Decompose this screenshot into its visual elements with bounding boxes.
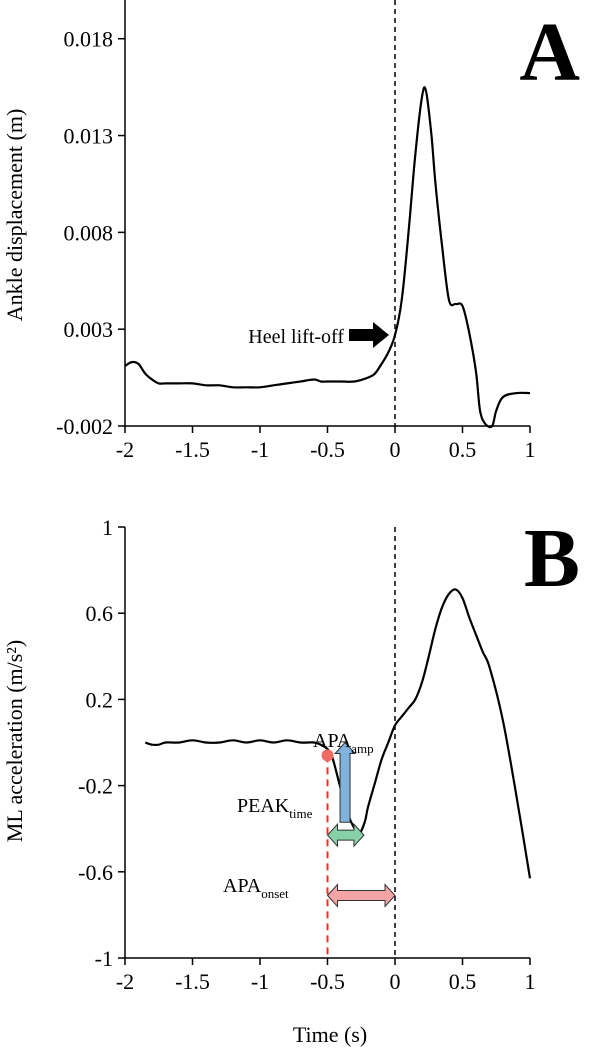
x-tick-label: -0.5 — [310, 969, 345, 994]
panel-b-x-ticks: -2 -1.5 -1 -0.5 0 0.5 1 — [116, 958, 536, 994]
y-tick-label: -1 — [95, 946, 113, 971]
x-tick-label: 1 — [525, 969, 536, 994]
y-tick-label: 0.008 — [64, 220, 114, 245]
x-tick-label: -1 — [251, 437, 269, 462]
panel-b-y-ticks: -1 -0.6 -0.2 0.2 0.6 1 — [78, 515, 125, 971]
y-tick-label: 1 — [102, 515, 113, 540]
y-tick-label: 0.2 — [86, 687, 114, 712]
x-tick-label: -1 — [251, 969, 269, 994]
peak-time-label: PEAKtime — [237, 795, 313, 821]
y-tick-label: -0.2 — [78, 774, 113, 799]
y-tick-label: 0.018 — [64, 27, 114, 52]
apa-onset-arrow-icon — [326, 883, 396, 908]
panel-a-series-line — [124, 86, 531, 429]
panel-b: -2 -1.5 -1 -0.5 0 0.5 1 -1 -0.6 -0.2 0.2 0.6 1 APAa… — [2, 512, 580, 1047]
x-tick-label: -2 — [116, 969, 134, 994]
panel-b-letter: B — [524, 512, 580, 605]
y-tick-label: -0.002 — [56, 414, 113, 439]
x-tick-label: -2 — [116, 437, 134, 462]
panel-a-letter: A — [519, 6, 580, 99]
apa-amp-label: APAamp — [313, 730, 374, 756]
heel-lift-off-arrow-icon — [349, 321, 389, 348]
x-tick-label: 0.5 — [449, 969, 477, 994]
panel-b-y-axis-title: ML acceleration (m/s²) — [2, 640, 27, 842]
x-tick-label: 1 — [525, 437, 536, 462]
panel-b-x-axis-title: Time (s) — [293, 1022, 367, 1047]
panel-a-y-axis-title: Ankle displacement (m) — [2, 109, 27, 322]
x-tick-label: -1.5 — [175, 437, 210, 462]
y-tick-label: 0.013 — [64, 124, 114, 149]
panel-b-series-line — [144, 588, 532, 879]
y-tick-label: 0.6 — [86, 601, 114, 626]
y-tick-label: -0.6 — [78, 860, 113, 885]
panel-a-y-ticks: -0.002 0.003 0.008 0.013 0.018 — [56, 27, 125, 439]
x-tick-label: -0.5 — [310, 437, 345, 462]
apa-onset-label: APAonset — [223, 875, 289, 901]
x-tick-label: 0 — [390, 969, 401, 994]
apa-onset-point — [321, 749, 334, 762]
x-tick-label: -1.5 — [175, 969, 210, 994]
peak-time-arrow-icon — [326, 822, 365, 848]
y-tick-label: 0.003 — [64, 317, 114, 342]
panel-a-x-ticks: -2 -1.5 -1 -0.5 0 0.5 1 — [116, 426, 536, 462]
apa-amp-arrow-icon — [333, 741, 357, 823]
x-tick-label: 0.5 — [449, 437, 477, 462]
heel-lift-off-label: Heel lift-off — [248, 326, 344, 348]
panel-b-arrows — [326, 741, 396, 908]
x-tick-label: 0 — [390, 437, 401, 462]
panel-a: -2 -1.5 -1 -0.5 0 0.5 1 -0.002 0.003 0.008 0.013 0… — [2, 0, 580, 462]
